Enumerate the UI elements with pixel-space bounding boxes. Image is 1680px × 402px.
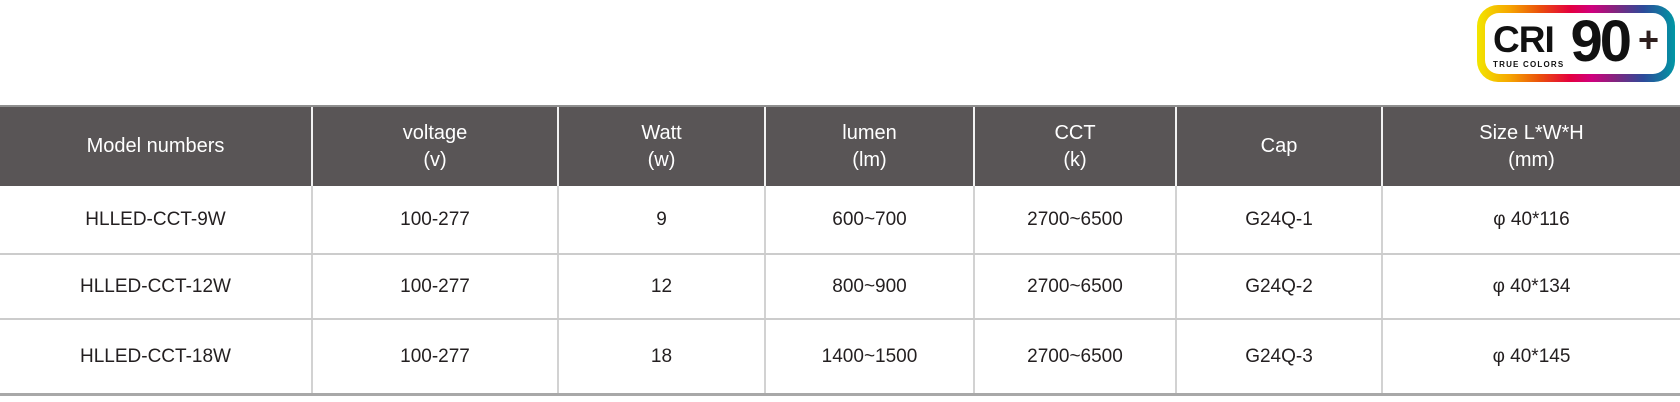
cri-plus: + xyxy=(1637,18,1659,60)
header-row: Model numbers voltage (v) Watt (w) lumen… xyxy=(0,107,1680,186)
cri-badge-inner: CRI TRUE COLORS 90 + xyxy=(1485,8,1667,74)
cell-cap: G24Q-3 xyxy=(1175,320,1381,393)
table-row: HLLED-CCT-12W 100-277 12 800~900 2700~65… xyxy=(0,253,1680,318)
cell-watt: 12 xyxy=(557,255,764,318)
header-label: Watt xyxy=(641,121,682,144)
cell-size: φ 40*134 xyxy=(1381,255,1680,318)
cell-size: φ 40*116 xyxy=(1381,186,1680,253)
cell-size: φ 40*145 xyxy=(1381,320,1680,393)
cri-value: 90 xyxy=(1570,8,1631,74)
cell-watt: 18 xyxy=(557,320,764,393)
header-label: Size L*W*H xyxy=(1479,121,1584,144)
true-colors-label: TRUE COLORS xyxy=(1493,59,1565,69)
header-cell-cap: Cap xyxy=(1175,107,1381,186)
header-cell-watt: Watt (w) xyxy=(557,107,764,186)
header-unit: (v) xyxy=(423,148,447,171)
cell-lumen: 1400~1500 xyxy=(764,320,973,393)
cell-cct: 2700~6500 xyxy=(973,186,1175,253)
header-unit: (mm) xyxy=(1508,148,1555,171)
cell-model: HLLED-CCT-12W xyxy=(80,275,231,297)
cell-voltage: 100-277 xyxy=(311,186,557,253)
cell-watt: 9 xyxy=(557,186,764,253)
table-row: HLLED-CCT-18W 100-277 18 1400~1500 2700~… xyxy=(0,318,1680,393)
cri-text-block: CRI TRUE COLORS xyxy=(1493,21,1564,69)
header-cell-voltage: voltage (v) xyxy=(311,107,557,186)
cell-cct: 2700~6500 xyxy=(973,255,1175,318)
table-row: HLLED-CCT-9W 100-277 9 600~700 2700~6500… xyxy=(0,186,1680,253)
cell-cct: 2700~6500 xyxy=(973,320,1175,393)
cell-model: HLLED-CCT-18W xyxy=(80,345,231,367)
header-label: lumen xyxy=(842,121,897,144)
header-cell-model: Model numbers xyxy=(0,107,311,186)
spec-table: Model numbers voltage (v) Watt (w) lumen… xyxy=(0,105,1680,396)
header-unit: (lm) xyxy=(852,148,887,171)
header-cell-lumen: lumen (lm) xyxy=(764,107,973,186)
cri-badge: CRI TRUE COLORS 90 + xyxy=(1477,5,1675,82)
cell-cap: G24Q-2 xyxy=(1175,255,1381,318)
cell-voltage: 100-277 xyxy=(311,255,557,318)
header-unit: (w) xyxy=(647,148,676,171)
header-unit: (k) xyxy=(1063,148,1087,171)
cell-lumen: 600~700 xyxy=(764,186,973,253)
cell-cap: G24Q-1 xyxy=(1175,186,1381,253)
header-cell-size: Size L*W*H (mm) xyxy=(1381,107,1680,186)
header-label: Cap xyxy=(1260,135,1298,157)
cell-model: HLLED-CCT-9W xyxy=(85,208,226,230)
cell-voltage: 100-277 xyxy=(311,320,557,393)
cell-lumen: 800~900 xyxy=(764,255,973,318)
header-label: CCT xyxy=(1054,121,1096,144)
header-label: voltage xyxy=(402,121,468,144)
header-label: Model numbers xyxy=(86,135,225,157)
cri-label: CRI xyxy=(1493,18,1555,60)
header-cell-cct: CCT (k) xyxy=(973,107,1175,186)
